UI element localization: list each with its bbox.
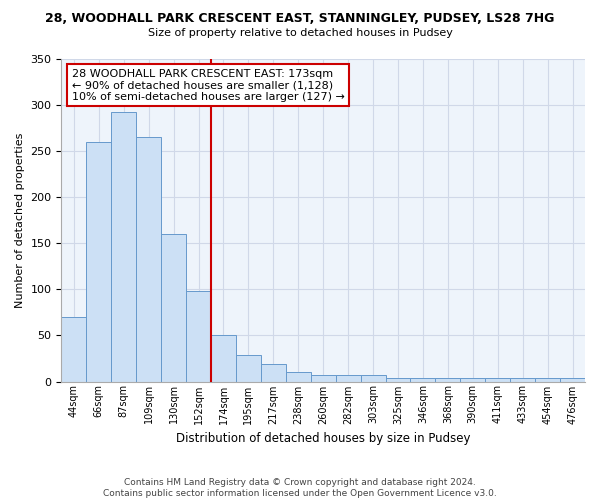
Bar: [510, 378, 535, 382]
X-axis label: Distribution of detached houses by size in Pudsey: Distribution of detached houses by size …: [176, 432, 470, 445]
Bar: [485, 378, 510, 382]
Text: 28, WOODHALL PARK CRESCENT EAST, STANNINGLEY, PUDSEY, LS28 7HG: 28, WOODHALL PARK CRESCENT EAST, STANNIN…: [46, 12, 554, 26]
Bar: [136, 138, 161, 382]
Text: 28 WOODHALL PARK CRESCENT EAST: 173sqm
← 90% of detached houses are smaller (1,1: 28 WOODHALL PARK CRESCENT EAST: 173sqm ←…: [72, 68, 345, 102]
Bar: [111, 112, 136, 382]
Bar: [460, 378, 485, 382]
Bar: [361, 375, 386, 382]
Bar: [386, 378, 410, 382]
Bar: [236, 355, 261, 382]
Text: Contains HM Land Registry data © Crown copyright and database right 2024.
Contai: Contains HM Land Registry data © Crown c…: [103, 478, 497, 498]
Bar: [436, 378, 460, 382]
Bar: [335, 375, 361, 382]
Bar: [161, 234, 186, 382]
Bar: [61, 317, 86, 382]
Bar: [410, 378, 436, 382]
Bar: [535, 378, 560, 382]
Bar: [261, 364, 286, 382]
Bar: [286, 372, 311, 382]
Bar: [86, 142, 111, 382]
Bar: [186, 291, 211, 382]
Text: Size of property relative to detached houses in Pudsey: Size of property relative to detached ho…: [148, 28, 452, 38]
Bar: [560, 378, 585, 382]
Bar: [211, 336, 236, 382]
Y-axis label: Number of detached properties: Number of detached properties: [15, 132, 25, 308]
Bar: [311, 375, 335, 382]
